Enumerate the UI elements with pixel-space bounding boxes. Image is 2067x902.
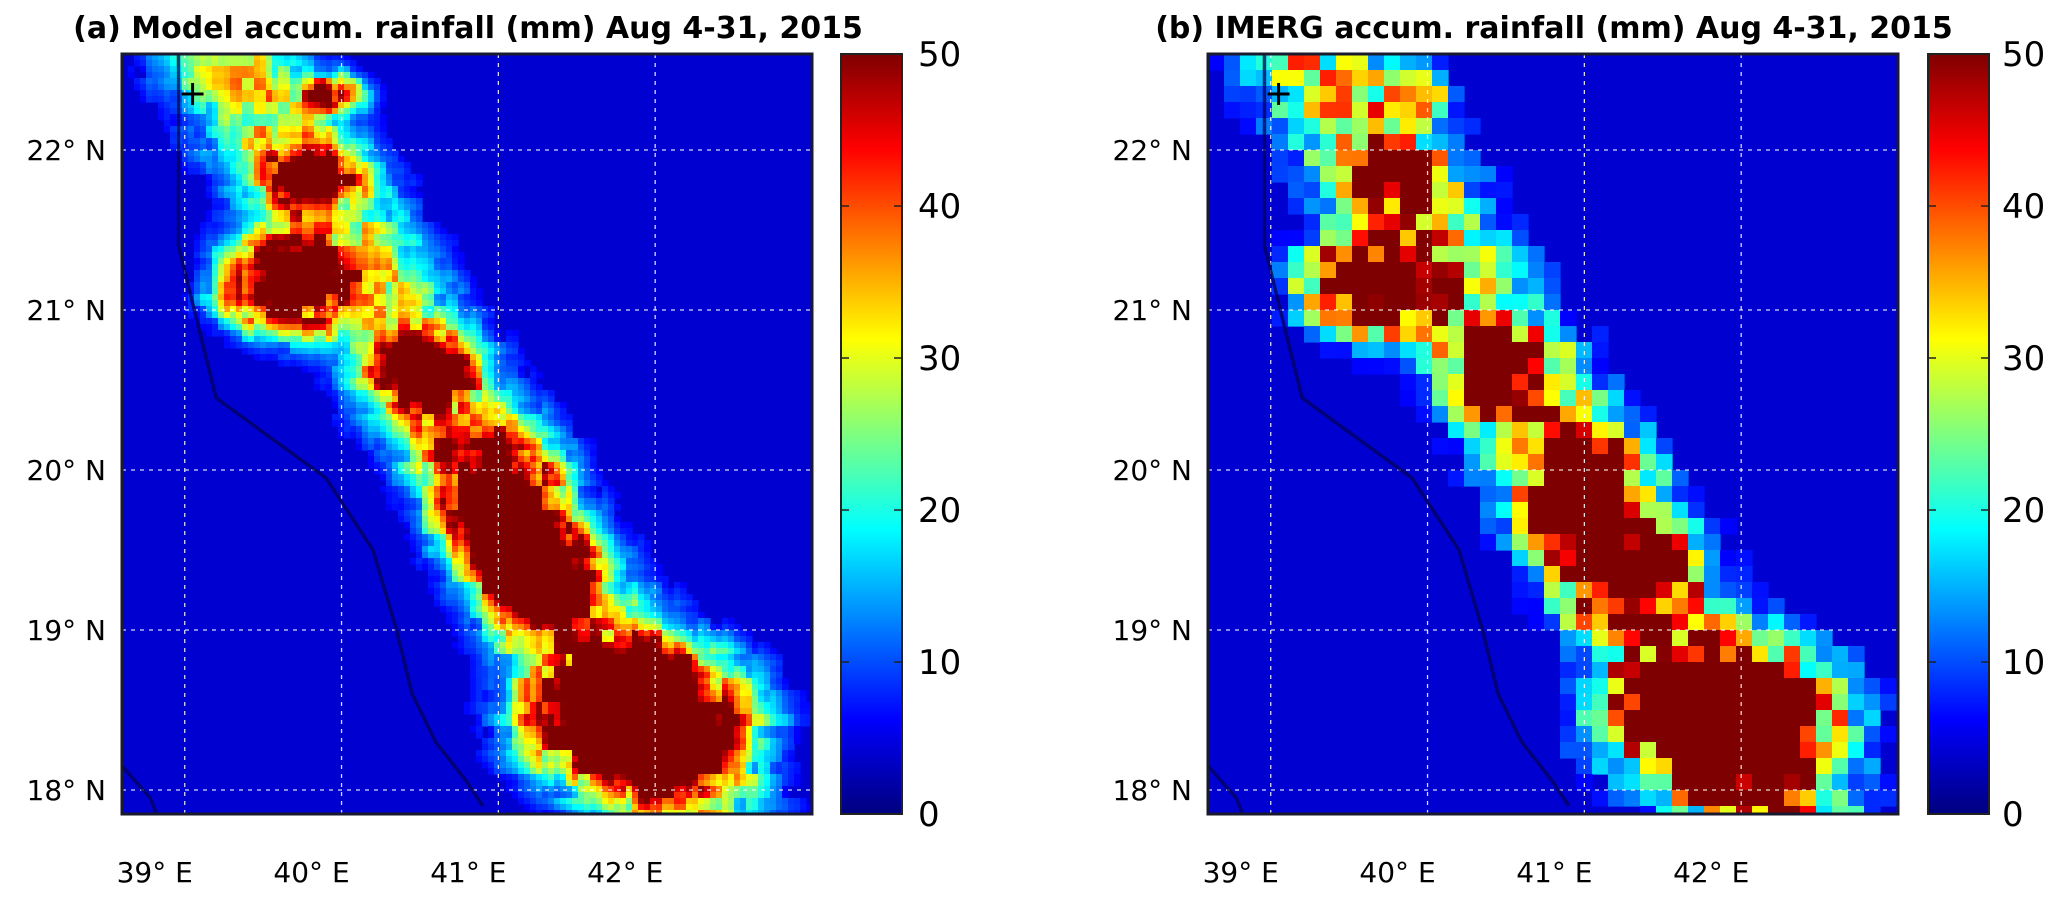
panel-b: (b) IMERG accum. rainfall (mm) Aug 4-31,… xyxy=(1113,11,2046,889)
lat-tick-label: 20° N xyxy=(27,454,106,487)
rainfall-field xyxy=(1208,54,1898,814)
lat-tick-label: 18° N xyxy=(27,774,106,807)
lat-tick-label: 22° N xyxy=(1113,134,1192,167)
coastline xyxy=(176,54,485,807)
lat-tick-label: 21° N xyxy=(1113,294,1192,327)
colorbar-tick-label: 30 xyxy=(918,339,961,379)
lat-tick-label: 21° N xyxy=(27,294,106,327)
panel-a: (a) Model accum. rainfall (mm) Aug 4-31,… xyxy=(27,11,962,889)
lon-tick-label: 39° E xyxy=(1203,856,1279,889)
lat-tick-label: 18° N xyxy=(1113,774,1192,807)
lon-tick-label: 42° E xyxy=(587,856,663,889)
coastline-southwest xyxy=(122,764,159,814)
colorbar-tick-label: 40 xyxy=(2002,187,2045,227)
colorbar-tick-label: 40 xyxy=(918,187,961,227)
colorbar-tick-label: 10 xyxy=(918,643,961,683)
colorbar-tick-label: 50 xyxy=(2002,35,2045,75)
lon-tick-label: 41° E xyxy=(430,856,506,889)
lon-tick-label: 39° E xyxy=(117,856,193,889)
colorbar xyxy=(1927,53,1990,815)
rainfall-field xyxy=(122,54,812,814)
lon-tick-label: 42° E xyxy=(1673,856,1749,889)
location-marker xyxy=(1267,83,1290,105)
lat-tick-label: 19° N xyxy=(1113,614,1192,647)
panel-title: (a) Model accum. rainfall (mm) Aug 4-31,… xyxy=(73,11,863,46)
panel-title: (b) IMERG accum. rainfall (mm) Aug 4-31,… xyxy=(1155,11,1953,46)
colorbar-tick-label: 20 xyxy=(918,491,961,531)
lat-tick-label: 20° N xyxy=(1113,454,1192,487)
colorbar-tick-label: 50 xyxy=(918,35,961,75)
lon-tick-label: 40° E xyxy=(1359,856,1435,889)
lon-tick-label: 41° E xyxy=(1516,856,1592,889)
lat-tick-label: 22° N xyxy=(27,134,106,167)
colorbar-tick-label: 10 xyxy=(2002,643,2045,683)
map-frame xyxy=(120,52,814,816)
colorbar xyxy=(840,53,903,815)
map-frame xyxy=(1206,52,1900,816)
coastline xyxy=(1262,54,1571,807)
colorbar-tick-label: 30 xyxy=(2002,339,2045,379)
location-marker xyxy=(181,83,204,105)
colorbar-tick-label: 20 xyxy=(2002,491,2045,531)
coastline-southwest xyxy=(1208,764,1245,814)
lon-tick-label: 40° E xyxy=(273,856,349,889)
colorbar-tick-label: 0 xyxy=(2002,795,2024,835)
colorbar-tick-label: 0 xyxy=(918,795,940,835)
lat-tick-label: 19° N xyxy=(27,614,106,647)
